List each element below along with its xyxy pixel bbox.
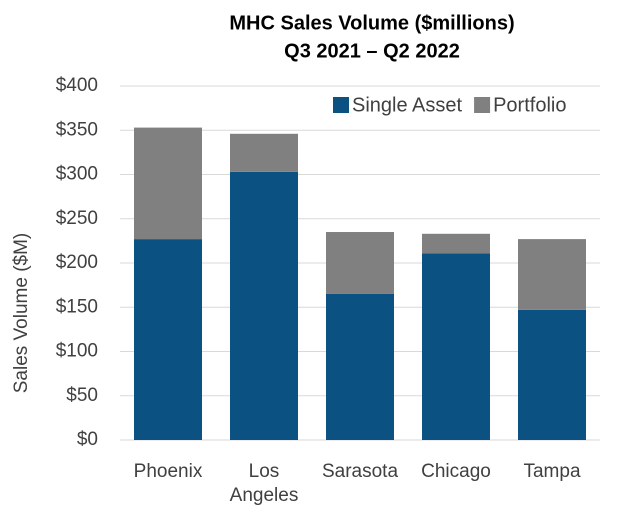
x-tick-label: Tampa xyxy=(523,461,581,482)
y-tick-label: $400 xyxy=(56,75,98,96)
y-tick-label: $350 xyxy=(56,119,98,140)
bar-segment xyxy=(326,232,394,294)
bar-segment xyxy=(422,233,490,254)
bar-segment xyxy=(134,127,202,240)
y-tick-label: $50 xyxy=(66,385,98,406)
x-tick-label: Phoenix xyxy=(133,461,203,482)
bar-segment xyxy=(518,309,586,440)
bar-segment xyxy=(134,239,202,440)
x-tick-label: Los Angeles xyxy=(229,461,299,506)
y-tick-label: $0 xyxy=(77,429,98,450)
legend-swatch xyxy=(333,97,349,113)
bar-segment xyxy=(518,239,586,310)
bar-segment xyxy=(230,133,298,172)
y-tick-label: $200 xyxy=(56,252,98,273)
y-tick-label: $150 xyxy=(56,296,98,317)
legend-label: Single Asset xyxy=(352,94,463,116)
bar-segment xyxy=(326,293,394,440)
y-axis-label: Sales Volume ($M) xyxy=(11,233,32,394)
chart-title: MHC Sales Volume ($millions) xyxy=(229,12,514,34)
y-tick-label: $250 xyxy=(56,208,98,229)
y-tick-label: $100 xyxy=(56,341,98,362)
x-tick-label: Sarasota xyxy=(321,461,399,482)
x-tick-label: Chicago xyxy=(421,461,491,482)
bar-segment xyxy=(230,171,298,440)
legend-label: Portfolio xyxy=(493,94,566,116)
chart-subtitle: Q3 2021 – Q2 2022 xyxy=(284,40,460,62)
legend-swatch xyxy=(474,97,491,113)
bar-segment xyxy=(422,253,490,440)
y-tick-label: $300 xyxy=(56,164,98,185)
